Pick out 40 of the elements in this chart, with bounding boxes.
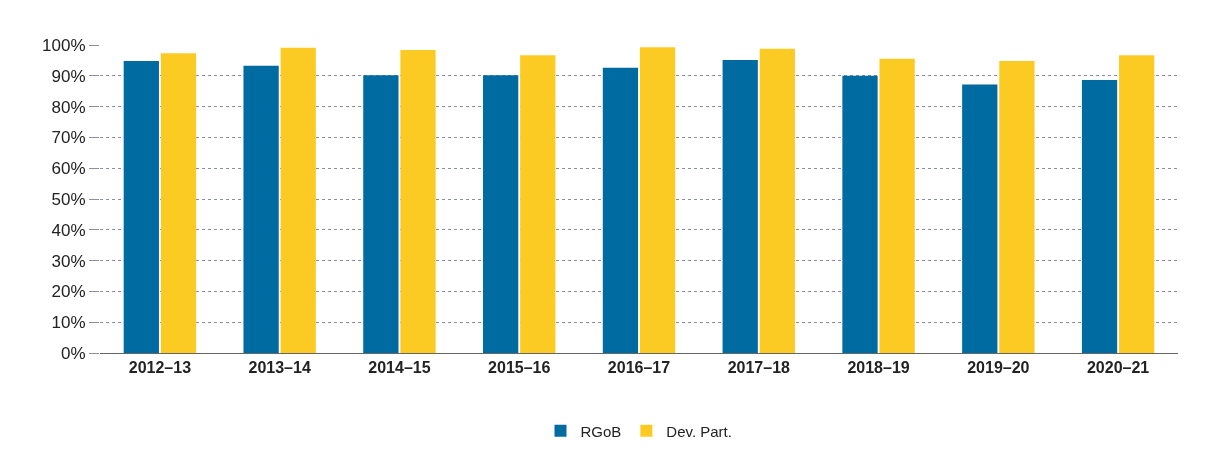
x-tick-label: 2020–21 [1086, 359, 1150, 377]
x-tick-label: 2019–20 [967, 359, 1030, 377]
y-tick-label: 40% [51, 220, 86, 240]
bar [962, 84, 998, 353]
bar [280, 47, 316, 353]
bar [123, 61, 159, 353]
y-tick-label: 70% [51, 128, 86, 148]
y-tick-label: 10% [51, 313, 86, 333]
x-tick-label: 2015–16 [488, 359, 551, 377]
bar [520, 55, 556, 353]
y-tick-label: 0% [61, 343, 86, 363]
bar [1119, 55, 1155, 353]
x-tick-label: 2013–14 [248, 359, 311, 377]
y-tick-label: 90% [51, 66, 86, 86]
bar [722, 60, 758, 353]
y-tick-label: 20% [51, 282, 86, 302]
y-tick-label: 100% [42, 35, 86, 55]
bar [879, 58, 915, 353]
bar [759, 48, 795, 353]
legend-label: RGoB [580, 422, 622, 440]
bar [363, 75, 399, 353]
x-tick-label: 2016–17 [607, 359, 671, 377]
legend-label: Dev. Part. [666, 422, 732, 440]
bar [1081, 80, 1118, 353]
y-tick-label: 50% [51, 189, 86, 209]
x-tick-label: 2012–13 [128, 359, 192, 377]
y-tick-label: 30% [51, 251, 86, 271]
bar [999, 61, 1035, 353]
bar [483, 75, 519, 353]
bar [243, 65, 279, 353]
x-tick-label: 2014–15 [368, 359, 431, 377]
bar [160, 53, 197, 353]
bar [602, 67, 639, 353]
x-tick-label: 2018–19 [847, 359, 910, 377]
x-tick-label: 2017–18 [727, 359, 791, 377]
bar [842, 75, 878, 353]
y-tick-label: 80% [51, 97, 86, 117]
bar [400, 49, 436, 353]
bar [639, 47, 676, 353]
y-tick-label: 60% [51, 159, 86, 179]
